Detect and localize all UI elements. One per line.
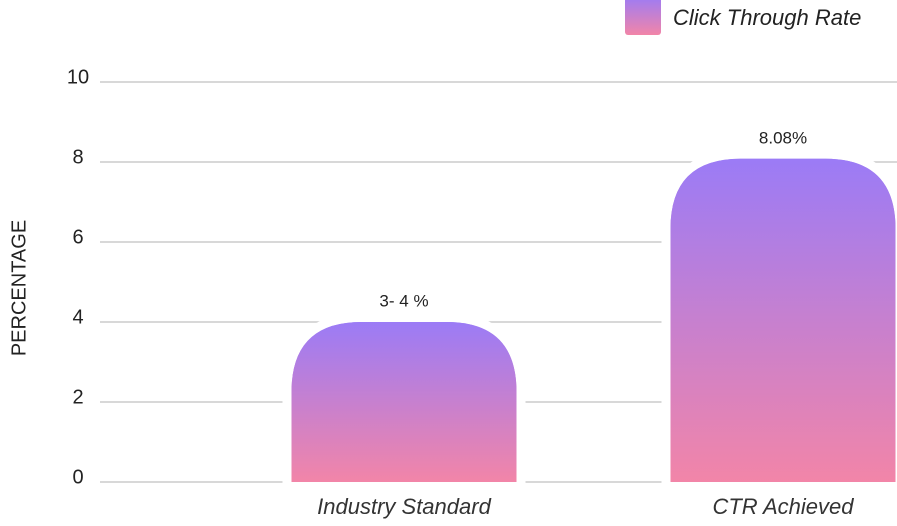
value-label: 3- 4 % (379, 291, 428, 310)
bar-fill (291, 322, 517, 482)
legend-label: Click Through Rate (673, 5, 861, 30)
bars: 3- 4 % Industry Standard 8.08% CTR Achieved (282, 128, 897, 519)
y-tick-label: 8 (72, 146, 83, 168)
x-tick-label: Industry Standard (317, 494, 491, 519)
legend-swatch (625, 0, 661, 35)
y-axis-title: PERCENTAGE (8, 220, 30, 356)
y-tick-label: 6 (72, 226, 83, 248)
y-tick-label: 4 (72, 306, 83, 328)
y-tick-label: 0 (72, 466, 83, 488)
y-tick-label: 10 (67, 66, 89, 88)
value-label: 8.08% (759, 128, 807, 147)
bar-fill (670, 158, 896, 483)
y-tick-label: 2 (72, 386, 83, 408)
x-tick-label: CTR Achieved (712, 494, 854, 519)
